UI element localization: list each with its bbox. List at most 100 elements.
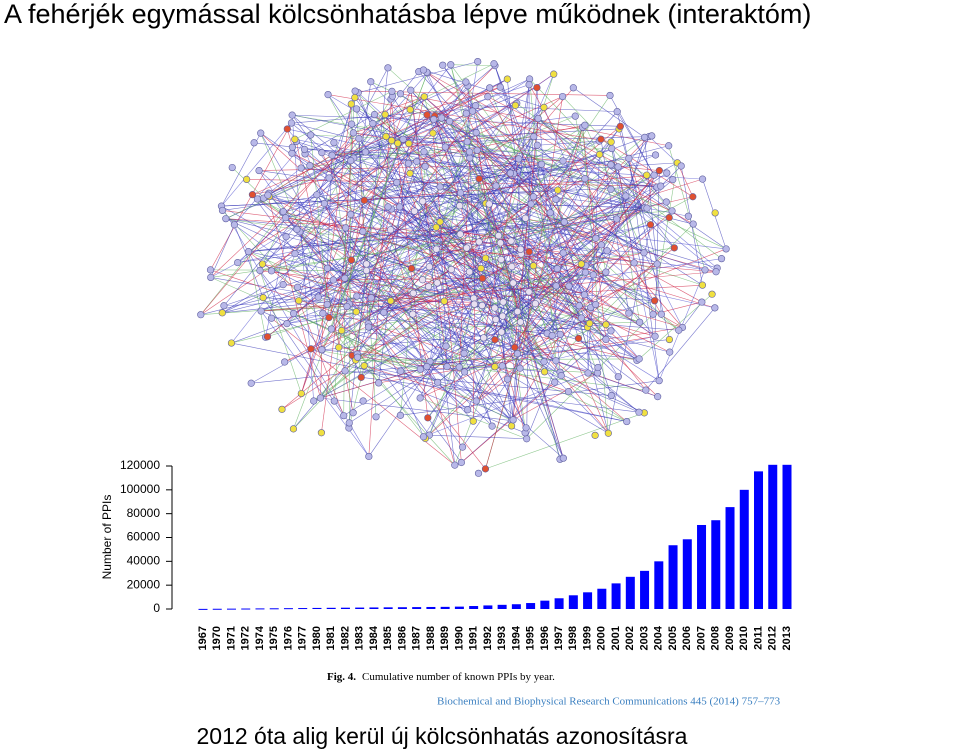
network-node <box>636 318 644 326</box>
network-node <box>360 362 368 370</box>
bar <box>754 471 764 609</box>
network-node <box>663 169 671 177</box>
x-tick-label: 1977 <box>297 626 309 650</box>
network-node <box>247 379 255 387</box>
network-node <box>283 320 291 328</box>
network-edge <box>320 397 512 421</box>
network-edge <box>331 155 362 378</box>
network-edge <box>483 158 519 338</box>
x-tick-label: 1985 <box>382 626 394 650</box>
bar <box>668 545 678 609</box>
network-node <box>362 260 371 268</box>
network-node <box>297 164 305 172</box>
network-node <box>607 327 615 335</box>
network-edge <box>582 127 607 340</box>
network-node <box>478 274 487 283</box>
network-edge <box>234 134 311 225</box>
network-node <box>323 300 331 309</box>
network-node <box>597 135 605 143</box>
network-image <box>197 58 730 477</box>
network-node <box>234 258 242 267</box>
network-node <box>497 255 505 264</box>
network-node <box>677 162 685 170</box>
network-node <box>256 266 264 275</box>
x-tick-label: 1996 <box>539 626 551 650</box>
network-node <box>418 276 427 284</box>
network-edge <box>260 132 429 287</box>
network-node <box>281 358 289 366</box>
x-tick-label: 2005 <box>667 626 679 650</box>
network-node <box>581 268 590 276</box>
network-node <box>635 355 643 363</box>
network-node <box>646 221 655 229</box>
network-node <box>516 364 524 372</box>
network-node <box>388 87 396 96</box>
network-edge <box>299 231 323 350</box>
network-edge <box>436 248 717 273</box>
network-edge <box>363 132 477 366</box>
network-node <box>662 198 670 206</box>
network-node <box>310 397 318 405</box>
x-tick-label: 1984 <box>368 625 380 650</box>
network-node <box>592 300 600 309</box>
network-node <box>468 107 477 115</box>
y-tick-label: 80000 <box>127 506 161 520</box>
network-edge <box>231 342 627 422</box>
network-edge <box>225 218 499 236</box>
network-node <box>441 143 449 151</box>
network-node <box>606 91 614 100</box>
network-edge <box>429 321 521 362</box>
network-node <box>287 119 296 127</box>
network-node <box>361 148 370 156</box>
network-node <box>423 363 431 371</box>
network-edge <box>257 119 434 200</box>
network-edge <box>301 200 365 394</box>
network-edge <box>385 114 619 168</box>
network-node <box>423 111 431 119</box>
network-edge <box>223 203 532 307</box>
network-edge <box>248 251 588 328</box>
network-node <box>347 100 355 108</box>
network-edge <box>434 84 530 117</box>
bar <box>540 600 550 609</box>
network-edge <box>400 237 597 372</box>
network-node <box>313 191 321 199</box>
network-edge <box>595 263 658 305</box>
network-edge <box>399 81 467 208</box>
network-edge <box>424 96 655 302</box>
network-node <box>439 61 447 69</box>
network-edge <box>304 114 375 155</box>
network-node <box>382 132 390 141</box>
network-node <box>717 255 726 263</box>
network-node <box>594 363 602 372</box>
network-node <box>584 369 592 377</box>
bar <box>326 607 336 609</box>
network-node <box>338 326 346 335</box>
network-edge <box>271 207 645 272</box>
network-node <box>643 171 651 179</box>
network-node <box>564 387 573 396</box>
x-tick-label: 2008 <box>710 626 722 650</box>
network-node <box>513 349 522 358</box>
network-edge <box>210 218 617 278</box>
network-node <box>357 373 365 381</box>
network-node <box>396 203 404 211</box>
network-edge <box>374 114 640 360</box>
network-edge <box>400 93 532 205</box>
network-edge <box>349 303 536 424</box>
network-edge <box>237 207 645 263</box>
network-edge <box>321 214 352 433</box>
network-edge <box>262 263 357 312</box>
network-node <box>494 232 503 240</box>
network-edge <box>643 252 683 328</box>
network-node <box>429 129 437 137</box>
network-edge <box>412 313 640 413</box>
bar <box>369 607 379 609</box>
network-node <box>597 241 606 249</box>
network-edge <box>294 139 497 320</box>
network-edge <box>516 103 722 259</box>
network-edge <box>465 81 548 334</box>
network-edge <box>200 211 284 315</box>
network-edge <box>450 64 495 66</box>
